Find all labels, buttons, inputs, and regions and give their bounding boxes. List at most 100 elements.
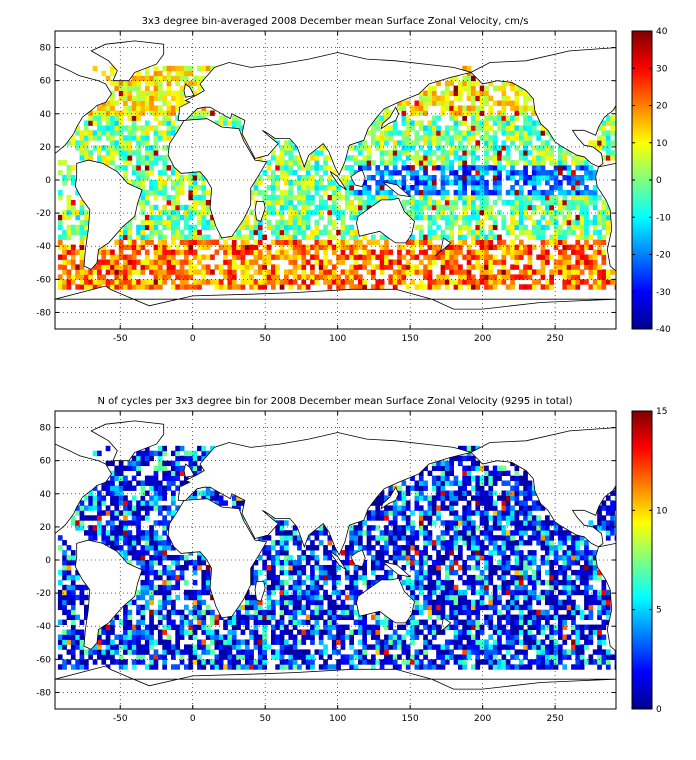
velocity-bin bbox=[605, 219, 611, 226]
velocity-bin bbox=[275, 254, 280, 260]
velocity-bin bbox=[110, 90, 115, 96]
velocity-bin bbox=[110, 115, 115, 121]
velocity-bin bbox=[266, 224, 272, 231]
velocity-bin bbox=[136, 165, 141, 171]
cycles-bin bbox=[305, 634, 311, 640]
cycles-bin bbox=[436, 579, 441, 586]
velocity-bin bbox=[288, 254, 294, 260]
cycles-bin bbox=[405, 629, 411, 635]
velocity-bin bbox=[566, 180, 572, 186]
cycles-bin bbox=[271, 540, 276, 546]
cycles-bin bbox=[344, 565, 350, 571]
velocity-bin bbox=[331, 185, 337, 191]
velocity-bin bbox=[179, 214, 185, 221]
cycles-bin bbox=[75, 614, 80, 620]
cycles-bin bbox=[179, 574, 185, 581]
cycles-bin bbox=[62, 555, 67, 561]
velocity-bin bbox=[140, 105, 146, 111]
velocity-bin bbox=[575, 214, 581, 221]
velocity-bin bbox=[518, 170, 524, 176]
cycles-bin bbox=[353, 649, 359, 655]
velocity-bin bbox=[210, 239, 215, 245]
cycles-bin bbox=[405, 664, 411, 670]
velocity-bin bbox=[379, 259, 385, 265]
cycles-bin bbox=[527, 664, 533, 670]
velocity-bin bbox=[562, 244, 568, 250]
cycles-bin bbox=[553, 584, 559, 591]
cycles-bin bbox=[579, 659, 585, 665]
velocity-bin bbox=[418, 259, 424, 265]
cycles-bin bbox=[501, 654, 507, 660]
velocity-bin bbox=[105, 105, 111, 111]
velocity-bin bbox=[575, 284, 581, 290]
velocity-bin bbox=[484, 95, 489, 101]
cycles-bin bbox=[231, 639, 237, 645]
velocity-bin bbox=[510, 229, 515, 236]
cycles-bin bbox=[327, 569, 333, 576]
velocity-bin bbox=[327, 234, 333, 240]
cycles-bin bbox=[444, 654, 450, 660]
velocity-bin bbox=[140, 284, 146, 290]
velocity-bin bbox=[518, 254, 524, 260]
velocity-bin bbox=[475, 254, 481, 260]
velocity-bin bbox=[549, 239, 554, 245]
velocity-bin bbox=[118, 264, 124, 270]
cycles-bin bbox=[88, 654, 93, 660]
velocity-bin bbox=[344, 229, 350, 236]
cycles-bin bbox=[257, 569, 263, 576]
velocity-bin bbox=[418, 100, 424, 106]
velocity-bin bbox=[527, 175, 533, 181]
cycles-bin bbox=[371, 579, 376, 586]
cycles-bin bbox=[436, 555, 441, 561]
velocity-bin bbox=[592, 239, 598, 245]
cycles-bin bbox=[149, 599, 154, 606]
velocity-bin bbox=[371, 249, 376, 255]
cycles-bin bbox=[62, 659, 67, 665]
velocity-bin bbox=[118, 90, 124, 96]
velocity-bin bbox=[62, 264, 67, 270]
velocity-bin bbox=[75, 269, 80, 275]
cycles-bin bbox=[62, 644, 67, 650]
cycles-bin bbox=[475, 545, 481, 551]
cycles-bin bbox=[518, 574, 524, 581]
cycles-bin bbox=[488, 599, 494, 606]
velocity-bin bbox=[318, 165, 324, 171]
velocity-bin bbox=[497, 234, 502, 240]
velocity-bin bbox=[462, 194, 467, 201]
colorbar-tick-label: 40 bbox=[656, 27, 668, 37]
velocity-bin bbox=[484, 244, 489, 250]
velocity-bin bbox=[97, 284, 102, 290]
velocity-bin bbox=[375, 254, 381, 260]
velocity-bin bbox=[284, 274, 289, 280]
velocity-bin bbox=[540, 165, 546, 171]
cycles-bin bbox=[523, 560, 528, 566]
cycles-bin bbox=[449, 589, 454, 596]
velocity-bin bbox=[597, 244, 602, 250]
velocity-bin bbox=[197, 194, 202, 201]
velocity-bin bbox=[131, 254, 137, 260]
cycles-bin bbox=[236, 619, 241, 625]
cycles-bin bbox=[375, 659, 381, 665]
cycles-bin bbox=[588, 594, 594, 601]
velocity-bin bbox=[175, 115, 180, 121]
cycles-bin bbox=[371, 659, 376, 665]
cycles-bin bbox=[475, 659, 481, 665]
cycles-bin bbox=[545, 664, 550, 670]
cycles-bin bbox=[431, 569, 437, 576]
cycles-bin bbox=[205, 584, 211, 591]
velocity-bin bbox=[579, 214, 585, 221]
coastline bbox=[350, 169, 366, 188]
velocity-bin bbox=[292, 224, 298, 231]
cycles-bin bbox=[66, 584, 72, 591]
cycles-bin bbox=[371, 569, 376, 576]
velocity-bin bbox=[84, 209, 89, 216]
velocity-bin bbox=[518, 199, 524, 206]
velocity-bin bbox=[231, 239, 237, 245]
velocity-bin bbox=[379, 140, 385, 146]
velocity-bin bbox=[475, 259, 481, 265]
cycles-bin bbox=[431, 609, 437, 616]
velocity-bin bbox=[418, 180, 424, 186]
velocity-bin bbox=[136, 135, 141, 141]
cycles-bin bbox=[358, 540, 363, 546]
velocity-bin bbox=[153, 130, 159, 136]
